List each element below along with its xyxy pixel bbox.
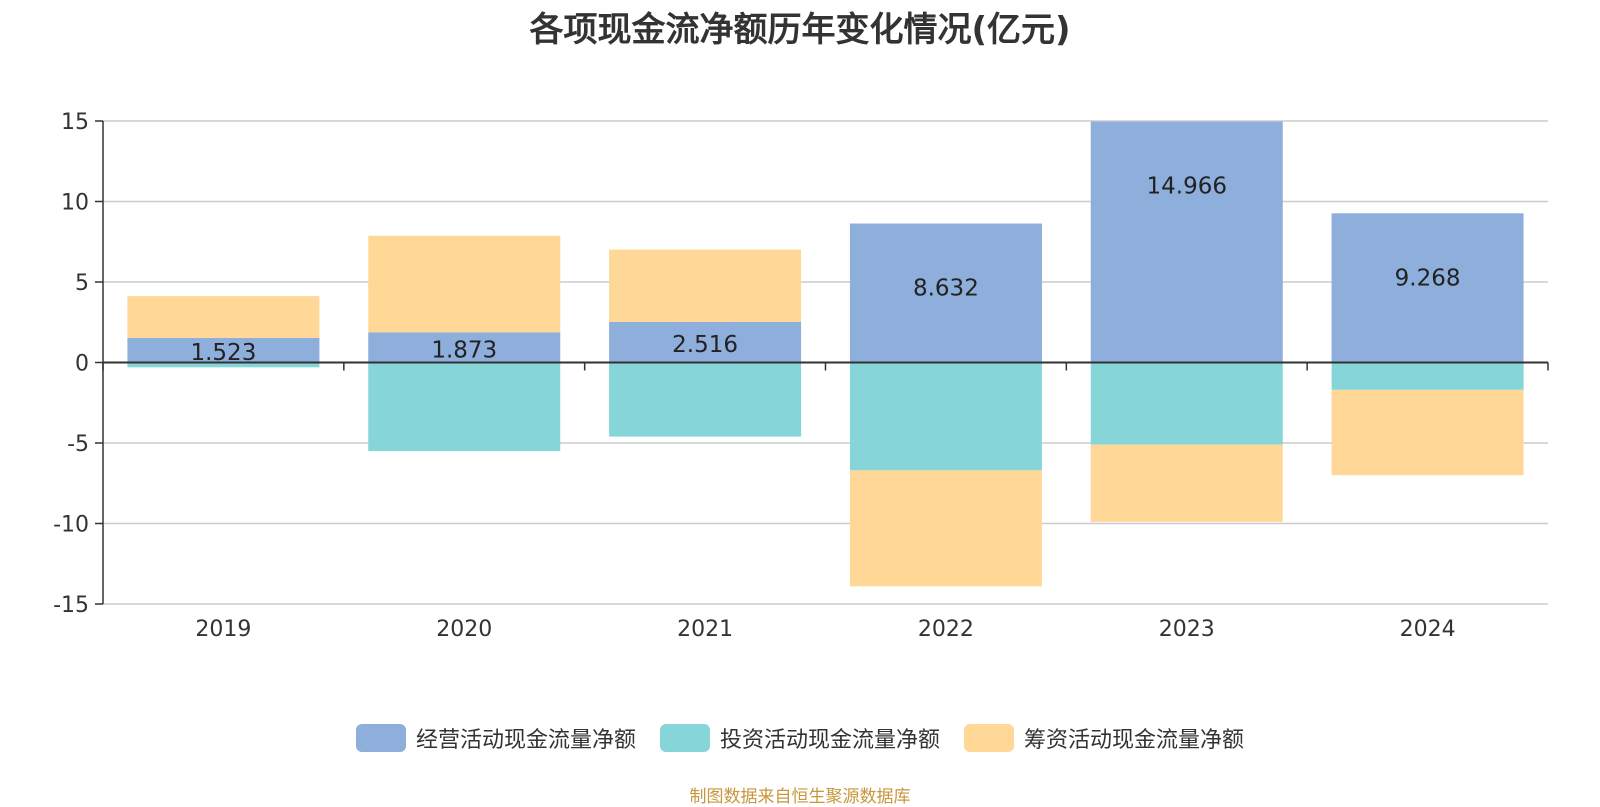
x-tick-label: 2024 <box>1400 617 1456 642</box>
data-label: 2.516 <box>672 332 738 358</box>
bar-operating-2024 <box>1331 213 1524 363</box>
bar-investing-2019 <box>127 362 320 368</box>
data-label: 14.966 <box>1147 174 1227 200</box>
legend-label-operating: 经营活动现金流量净额 <box>415 728 636 753</box>
bar-operating-2021 <box>609 321 802 363</box>
x-tick-label: 2020 <box>436 617 492 642</box>
y-tick-label: 0 <box>75 352 89 377</box>
legend-label-investing: 投资活动现金流量净额 <box>719 728 940 753</box>
bar-operating-2019 <box>127 337 320 363</box>
legend-label-financing: 筹资活动现金流量净额 <box>1024 728 1245 753</box>
bar-operating-2022 <box>849 223 1042 363</box>
bar-operating-2020 <box>368 332 561 363</box>
bar-investing-2024 <box>1331 362 1524 390</box>
legend-item-financing[interactable]: 筹资活动现金流量净额 <box>964 722 1244 754</box>
y-tick-label: 15 <box>61 110 89 135</box>
bar-investing-2023 <box>1090 362 1283 445</box>
bar-financing-2019 <box>127 296 320 338</box>
y-tick-label: -10 <box>53 513 89 538</box>
x-tick-label: 2021 <box>677 617 733 642</box>
x-tick-label: 2019 <box>195 617 251 642</box>
x-tick-label: 2023 <box>1159 617 1215 642</box>
bar-financing-2023 <box>1090 444 1283 522</box>
bar-investing-2021 <box>609 362 802 437</box>
y-tick-label: 10 <box>61 191 89 216</box>
source-note: 制图数据来自恒生聚源数据库 <box>689 787 911 807</box>
y-tick-label: 5 <box>75 271 89 296</box>
bar-financing-2021 <box>609 249 802 322</box>
y-tick-label: -15 <box>53 593 89 618</box>
legend-swatch-financing <box>964 724 1014 752</box>
bar-financing-2024 <box>1331 389 1524 476</box>
chart-title: 各项现金流净额历年变化情况(亿元) <box>529 10 1071 50</box>
legend-swatch-operating <box>355 724 406 752</box>
data-label: 8.632 <box>913 276 979 302</box>
bar-investing-2022 <box>849 362 1042 471</box>
x-tick-label: 2022 <box>918 617 974 642</box>
bar-financing-2020 <box>368 235 561 333</box>
data-label: 1.873 <box>431 337 497 363</box>
legend-item-operating[interactable]: 经营活动现金流量净额 <box>355 722 636 754</box>
legend-item-investing[interactable]: 投资活动现金流量净额 <box>659 722 940 754</box>
bar-financing-2022 <box>849 470 1042 587</box>
legend: 经营活动现金流量净额 投资活动现金流量净额 筹资活动现金流量净额 <box>0 722 1600 754</box>
data-label: 9.268 <box>1395 265 1461 291</box>
legend-swatch-investing <box>659 724 710 752</box>
bar-investing-2020 <box>368 362 561 452</box>
y-tick-label: -5 <box>67 432 89 457</box>
bar-operating-2023 <box>1090 121 1283 363</box>
